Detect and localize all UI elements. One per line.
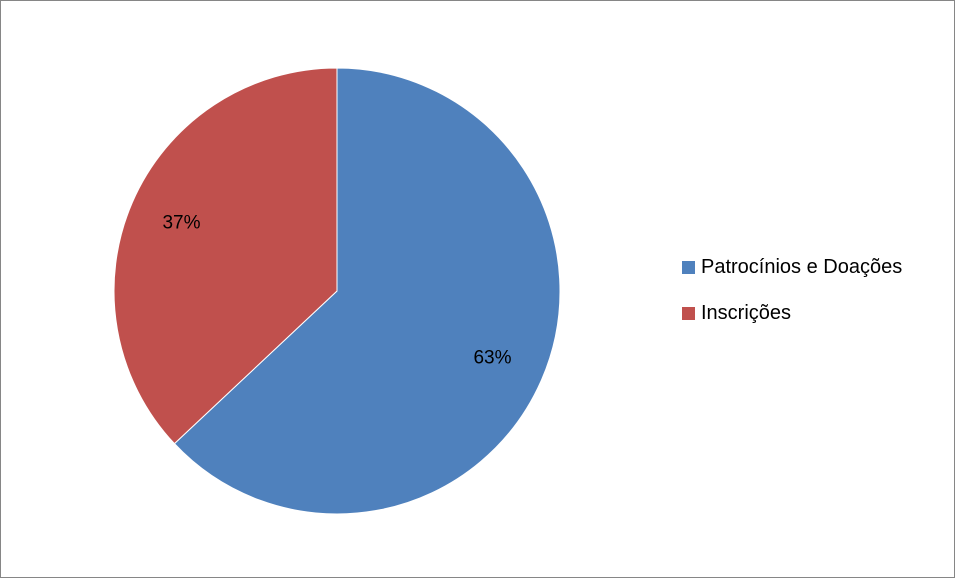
pie-slices (113, 67, 561, 515)
legend-label-inscricoes: Inscrições (701, 301, 792, 324)
data-label-patrocinios: 63% (473, 347, 511, 368)
legend-swatch-inscricoes (682, 306, 695, 320)
pie-data-labels: 63% 37% (162, 213, 511, 369)
legend-item-inscricoes: Inscrições (682, 301, 902, 325)
pie-slice-inscricoes (113, 67, 338, 445)
chart-legend: Patrocínios e Doações Inscrições (682, 255, 902, 347)
data-label-inscricoes: 37% (162, 213, 200, 234)
legend-swatch-patrocinios (682, 260, 695, 274)
pie-slice-patrocinios (173, 67, 561, 515)
legend-item-patrocinios: Patrocínios e Doações (682, 255, 902, 279)
legend-label-patrocinios: Patrocínios e Doações (701, 255, 903, 278)
